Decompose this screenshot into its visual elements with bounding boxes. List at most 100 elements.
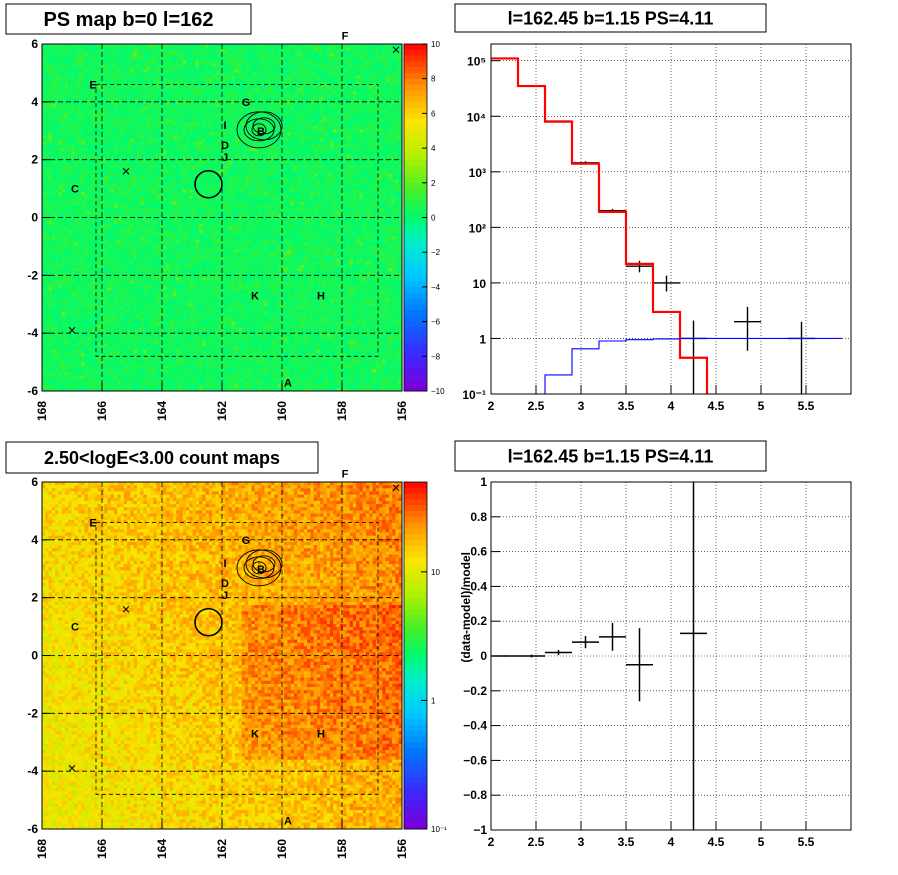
ps-colorbar-tick: 10 [431,40,440,49]
spectrum-x-tick-label: 4.5 [708,399,725,413]
cnt-source-label: B [257,564,265,576]
spectrum-y-tick-label: 10³ [469,166,486,180]
ps-x-tick-label: 162 [215,401,229,421]
cnt-x-tick-label: 166 [95,839,109,859]
cnt-y-tick-label: 6 [31,475,38,489]
spectrum-data-point [626,261,653,273]
cnt-y-tick-label: 0 [31,649,38,663]
spectrum-y-tick-label: 1 [479,332,486,346]
spectrum-plot-area [491,58,842,410]
cnt-x-tick-label: 156 [395,839,409,859]
ps-y-tick-label: -2 [27,268,38,282]
ps-y-tick-label: 2 [31,153,38,167]
cnt-title-text: 2.50<logE<3.00 count maps [44,448,280,468]
cnt-source-label: H [317,729,325,741]
cnt-title: 2.50<logE<3.00 count maps [6,442,318,473]
cnt-source-label: F [342,468,349,480]
residual-title-text: l=162.45 b=1.15 PS=4.11 [508,446,714,466]
ps-y-tick-label: 0 [31,211,38,225]
cnt-x-tick-label: 162 [215,839,229,859]
ps-y-tick-label: -4 [27,326,38,340]
spectrum-y-tick-label: 10 [473,277,487,291]
residual-y-tick-label: −1 [473,823,487,837]
spectrum-x-tick-label: 2 [488,399,495,413]
ps-x-tick-label: 160 [275,401,289,421]
residual-y-tick-label: −0.6 [463,753,487,767]
spectrum-x-tick-label: 2.5 [528,399,545,413]
spectrum-y-tick-label: 10⁻¹ [462,388,486,402]
ps-source-label: I [223,120,226,132]
residual-data-point [518,655,545,658]
spectrum-y-tick-label: 10⁵ [467,55,486,69]
ps-colorbar-tick: 4 [431,144,436,153]
residual-x-tick-label: 3 [578,835,585,849]
ps-colorbar-tick: −6 [431,318,441,327]
cnt-y-tick-label: -4 [27,764,38,778]
residual-title: l=162.45 b=1.15 PS=4.11 [455,441,766,471]
residual-x-tick-label: 5.5 [798,835,815,849]
residual-data-point [626,628,653,701]
cnt-x-tick-label: 168 [35,839,49,859]
ps-source-label: A [284,377,292,389]
cnt-source-label: D [221,578,229,590]
cnt-y-tick-label: -6 [27,822,38,836]
spectrum-x-tick-label: 5 [758,399,765,413]
residual-x-tick-label: 3.5 [618,835,635,849]
spectrum-y-tick-label: 10² [469,221,486,235]
residual-x-tick-label: 4.5 [708,835,725,849]
ps-colorbar-tick: −4 [431,283,441,292]
cnt-source-label: K [251,729,259,741]
residual-data-point [572,636,599,648]
spectrum-data-point [653,276,680,292]
ps-title-text: PS map b=0 l=162 [43,9,213,31]
spectrum-title: l=162.45 b=1.15 PS=4.11 [455,4,766,32]
residual-y-tick-label: −0.8 [463,788,487,802]
spectrum-x-tick-label: 4 [668,399,675,413]
spectrum-x-tick-label: 3 [578,399,585,413]
ps-y-tick-label: 6 [31,37,38,51]
residual-y-axis-label: (data-model)/model [459,552,473,663]
ps-y-tick-label: -6 [27,384,38,398]
ps-source-label: E [89,79,96,91]
cnt-source-label: I [223,558,226,570]
ps-source-label: G [242,97,251,109]
cnt-y-tick-label: -2 [27,706,38,720]
ps-x-tick-label: 164 [155,401,169,421]
residual-x-tick-label: 4 [668,835,675,849]
residual-x-tick-label: 5 [758,835,765,849]
ps-colorbar-tick: 8 [431,75,436,84]
cnt-source-label: A [284,815,292,827]
cnt-source-label: G [242,535,251,547]
cnt-colorbar-tick: 10 [431,568,440,577]
ps-colorbar-tick: 6 [431,109,436,118]
ps-source-label: D [221,140,229,152]
cnt-colorbar-tick: 10⁻¹ [431,825,447,834]
ps-x-tick-label: 158 [335,401,349,421]
residual-panel: 2 2.5 3 3.5 4 4.5 5 5.510.80.60.40.20−0.2−0.4−0… [459,425,851,849]
residual-y-tick-label: 0.8 [470,510,487,524]
residual-y-tick-label: −0.4 [463,719,487,733]
residual-y-tick-label: 1 [480,475,487,489]
residual-y-tick-label: 0 [480,649,487,663]
ps-x-tick-label: 166 [95,401,109,421]
ps-y-tick-label: 4 [31,95,38,109]
ps-colorbar-tick: −2 [431,248,441,257]
spectrum-x-tick-label: 5.5 [798,399,815,413]
cnt-x-tick-label: 160 [275,839,289,859]
cnt-x-tick-label: 158 [335,839,349,859]
cnt-y-tick-label: 2 [31,591,38,605]
cnt-source-label: E [89,517,96,529]
ps-source-label: F [342,30,349,42]
cnt-source-label: J [222,590,228,602]
model-total-step-line [491,58,842,410]
residual-x-tick-label: 2.5 [528,835,545,849]
ps-source-label: J [222,152,228,164]
ps-colorbar-tick: 0 [431,214,436,223]
ps-x-tick-label: 156 [395,401,409,421]
spectrum-data-point [788,322,815,394]
ps-source-label: C [71,184,79,196]
